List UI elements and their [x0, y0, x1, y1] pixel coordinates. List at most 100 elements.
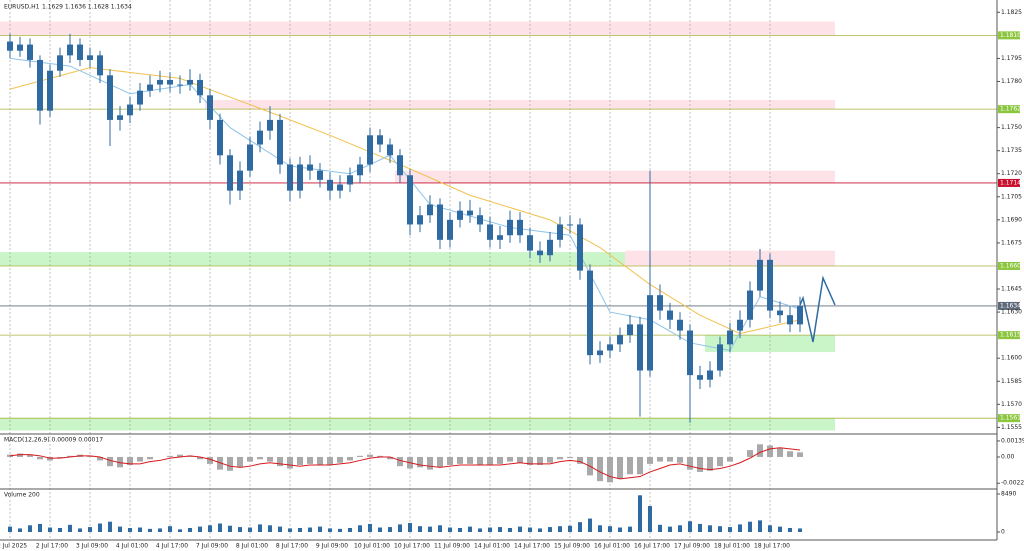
level-box	[998, 414, 1020, 423]
macd-bar	[227, 456, 233, 471]
candle-body	[677, 319, 683, 331]
candle-body	[177, 84, 183, 86]
macd-bar	[337, 456, 343, 463]
volume-bar	[248, 527, 252, 532]
volume-bar	[138, 527, 142, 532]
y-tick-label: 1.1780	[1001, 78, 1022, 85]
y-tick-label: 1.1690	[1001, 216, 1022, 223]
candle-body	[697, 375, 703, 380]
macd-bar	[117, 456, 123, 468]
candle-body	[387, 144, 393, 156]
volume-bar	[498, 527, 502, 532]
macd-bar	[537, 456, 543, 466]
macd-bar	[297, 456, 303, 466]
macd-bar	[207, 456, 213, 464]
candle-body	[27, 44, 33, 60]
y-tick-label: 1.1720	[1001, 170, 1022, 177]
candle-body	[617, 335, 623, 345]
candle-body	[307, 164, 313, 171]
macd-bar	[187, 455, 193, 457]
candle-body	[737, 319, 743, 331]
candle-body	[127, 104, 133, 116]
candle-body	[747, 290, 753, 320]
y-tick-label: 8490	[1001, 491, 1016, 498]
volume-bar	[328, 528, 332, 532]
volume-bar	[648, 506, 652, 532]
chart-subtitle: 1.1629 1.1636 1.1628 1.1634	[42, 4, 132, 11]
candle-body	[37, 59, 43, 111]
macd-bar	[277, 456, 283, 467]
level-label: 1.1561	[1000, 415, 1021, 422]
candle-body	[57, 55, 63, 71]
macd-bar	[627, 456, 633, 475]
macd-bar	[217, 456, 223, 470]
macd-bar	[167, 455, 173, 457]
x-tick-label: 2 Jul 2025	[0, 543, 27, 550]
candle-body	[567, 224, 573, 226]
volume-bar	[418, 526, 422, 532]
volume-bar	[598, 525, 602, 532]
volume-bar	[68, 524, 72, 532]
volume-bar	[568, 525, 572, 532]
last-price-label: 1.1634	[1000, 302, 1021, 309]
x-tick-label: 16 Jul 01:00	[594, 543, 630, 550]
volume-bar	[178, 529, 182, 532]
candle-body	[137, 90, 143, 105]
macd-bar	[107, 456, 113, 467]
level-box	[998, 105, 1020, 114]
volume-bar	[588, 518, 592, 532]
volume-bar	[758, 520, 762, 532]
level-box	[998, 331, 1020, 340]
x-tick-label: 14 Jul 17:00	[514, 543, 550, 550]
macd-bar	[497, 456, 503, 464]
volume-bar	[478, 528, 482, 532]
zone	[0, 418, 835, 431]
candle-body	[717, 344, 723, 371]
x-tick-label: 16 Jul 17:00	[634, 543, 670, 550]
macd-bar	[287, 456, 293, 469]
volume-bar	[398, 524, 402, 532]
macd-bar	[777, 447, 783, 457]
volume-bar	[738, 524, 742, 532]
volume-bar	[548, 527, 552, 532]
candle-body	[517, 219, 523, 236]
candle-body	[457, 210, 463, 220]
y-tick-label: 0	[1001, 529, 1005, 536]
y-tick-label: 1.1735	[1001, 147, 1022, 154]
y-tick-label: 1.1585	[1001, 378, 1022, 385]
volume-bar	[58, 527, 62, 532]
volume-bar	[628, 526, 632, 532]
candle-body	[477, 215, 483, 225]
level-box	[998, 31, 1020, 40]
x-tick-label: 8 Jul 17:00	[276, 543, 308, 550]
volume-bar	[218, 523, 222, 532]
volume-bar	[208, 525, 212, 532]
candle-body	[117, 115, 123, 120]
x-tick-label: 10 Jul 01:00	[354, 543, 390, 550]
y-tick-label: 1.1555	[1001, 424, 1022, 431]
zone	[0, 21, 835, 36]
macd-bar	[97, 456, 103, 461]
x-tick-label: 2 Jul 17:00	[36, 543, 68, 550]
level-label: 1.1660	[1000, 262, 1021, 269]
candle-body	[367, 135, 373, 165]
x-tick-label: 14 Jul 01:00	[474, 543, 510, 550]
x-tick-label: 3 Jul 09:00	[76, 543, 108, 550]
zone	[705, 335, 835, 353]
candle-body	[487, 224, 493, 240]
volume-bar	[638, 495, 642, 532]
level-label: 1.1714	[1000, 179, 1021, 186]
chart-title: EURUSD,H1	[4, 4, 40, 11]
level-label: 1.1762	[1000, 106, 1021, 113]
candle-body	[97, 55, 103, 76]
volume-bar	[518, 526, 522, 532]
macd-bar	[747, 450, 753, 457]
volume-bar	[678, 525, 682, 532]
macd-bar	[487, 456, 493, 466]
volume-bar	[618, 527, 622, 532]
y-tick-label: 1.1645	[1001, 286, 1022, 293]
macd-bar	[767, 445, 773, 457]
